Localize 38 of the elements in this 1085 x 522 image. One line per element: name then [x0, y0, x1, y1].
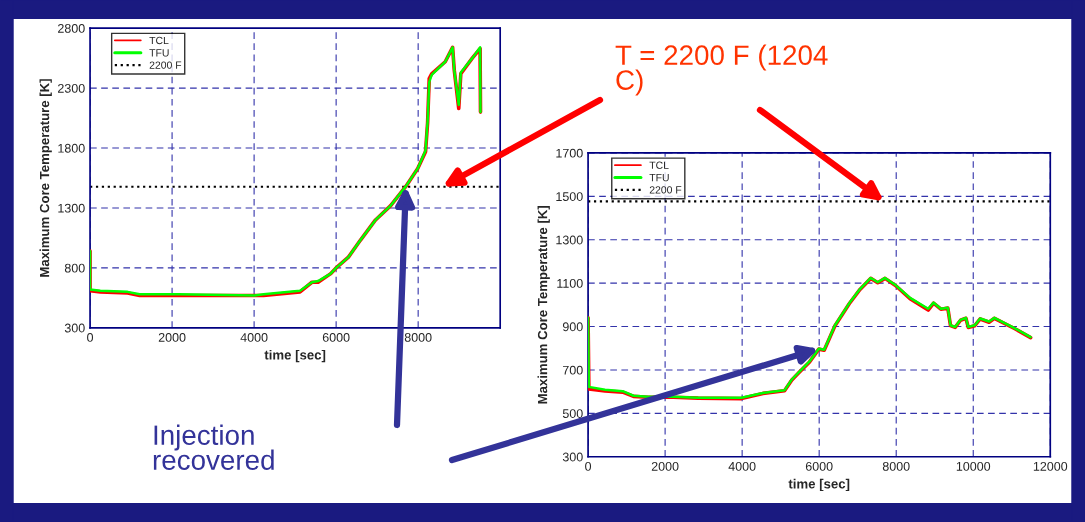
x-axis-title: time [sec] [264, 349, 326, 363]
x-tick-label: 8000 [404, 333, 432, 342]
y-tick-label: 300 [64, 323, 85, 333]
x-tick-label: 0 [87, 333, 94, 342]
text: Injection recovered [153, 424, 274, 470]
legend-label: 2200 F [649, 186, 682, 194]
y-tick-label: 800 [64, 263, 85, 273]
y-tick-label: 900 [562, 322, 583, 332]
y-tick-label: 2800 [58, 23, 85, 33]
x-tick-label: 6000 [805, 461, 833, 471]
y-tick-label: 1800 [58, 143, 85, 153]
y-tick-label: 1700 [556, 148, 583, 158]
y-tick-label: 500 [562, 409, 583, 418]
y-tick-label: 1500 [556, 192, 583, 201]
y-axis-title: Maximum Core Temperature [K] [39, 79, 52, 277]
x-tick-label: 2000 [651, 461, 679, 471]
legend-label: 2200 F [149, 61, 182, 69]
x-tick-label: 12000 [1033, 461, 1068, 471]
x-tick-label: 4000 [240, 333, 268, 342]
y-tick-label: 1100 [557, 278, 583, 288]
x-axis-title: time [sec] [788, 478, 850, 492]
text: T = 2200 F (1204 C) [615, 44, 828, 96]
x-tick-label: 4000 [728, 461, 756, 471]
y-tick-label: 300 [562, 452, 583, 462]
x-tick-label: 10000 [956, 461, 991, 471]
y-tick-label: 700 [563, 365, 583, 375]
x-tick-label: 8000 [882, 461, 910, 471]
legend-label: TFU [649, 173, 669, 182]
legend-label: TFU [149, 49, 169, 57]
y-tick-label: 1300 [58, 203, 85, 213]
x-tick-label: 0 [585, 461, 592, 471]
x-tick-label: 6000 [322, 333, 350, 342]
legend-label: TCL [149, 36, 169, 45]
legend-label: TCL [649, 161, 669, 169]
x-tick-label: 2000 [158, 333, 186, 342]
y-axis-title: Maximum Core Temperature [K] [537, 205, 550, 404]
y-tick-label: 1300 [556, 235, 583, 245]
y-tick-label: 2300 [58, 83, 85, 93]
